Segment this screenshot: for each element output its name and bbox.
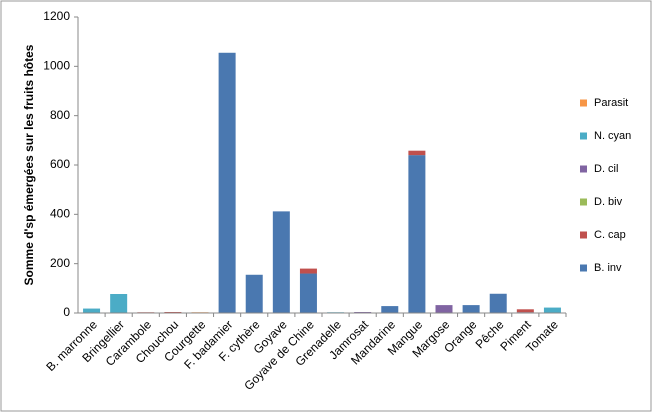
y-tick-label: 0 <box>63 305 70 319</box>
bar-segment <box>272 211 290 313</box>
y-tick-label: 1000 <box>43 59 70 73</box>
y-axis-label: Somme d'sp émergées sur les fruits hôtes <box>22 44 36 285</box>
y-tick-label: 400 <box>50 207 70 221</box>
legend-label: N. cyan <box>594 130 631 142</box>
legend-swatch <box>580 132 587 140</box>
bar-segment <box>435 305 453 313</box>
y-tick-label: 1200 <box>43 9 70 23</box>
bar-segment <box>218 52 236 314</box>
legend-swatch <box>580 264 587 272</box>
legend-swatch <box>580 165 587 173</box>
legend-label: B. inv <box>594 262 622 274</box>
bar-segment <box>110 294 128 313</box>
legend-swatch <box>580 231 587 239</box>
legend-label: D. cil <box>594 163 618 175</box>
bar-segment <box>489 293 507 313</box>
bar-segment <box>408 150 426 156</box>
legend-label: D. biv <box>594 196 623 208</box>
bar-segment <box>381 306 399 313</box>
bar-segment <box>516 309 534 313</box>
bar-segment <box>299 273 317 313</box>
y-tick-label: 200 <box>50 256 70 270</box>
legend-label: Parasit <box>594 97 628 109</box>
legend-label: C. cap <box>594 229 626 241</box>
bar-segment <box>299 268 317 274</box>
bar-segment <box>462 305 480 313</box>
bar-segment <box>245 274 263 313</box>
bar-segment <box>408 155 426 313</box>
legend-swatch <box>580 198 587 206</box>
legend-swatch <box>580 99 587 107</box>
y-tick-label: 800 <box>50 108 70 122</box>
bar-segment <box>83 308 101 313</box>
y-tick-label: 600 <box>50 157 70 171</box>
bar-segment <box>543 307 561 313</box>
